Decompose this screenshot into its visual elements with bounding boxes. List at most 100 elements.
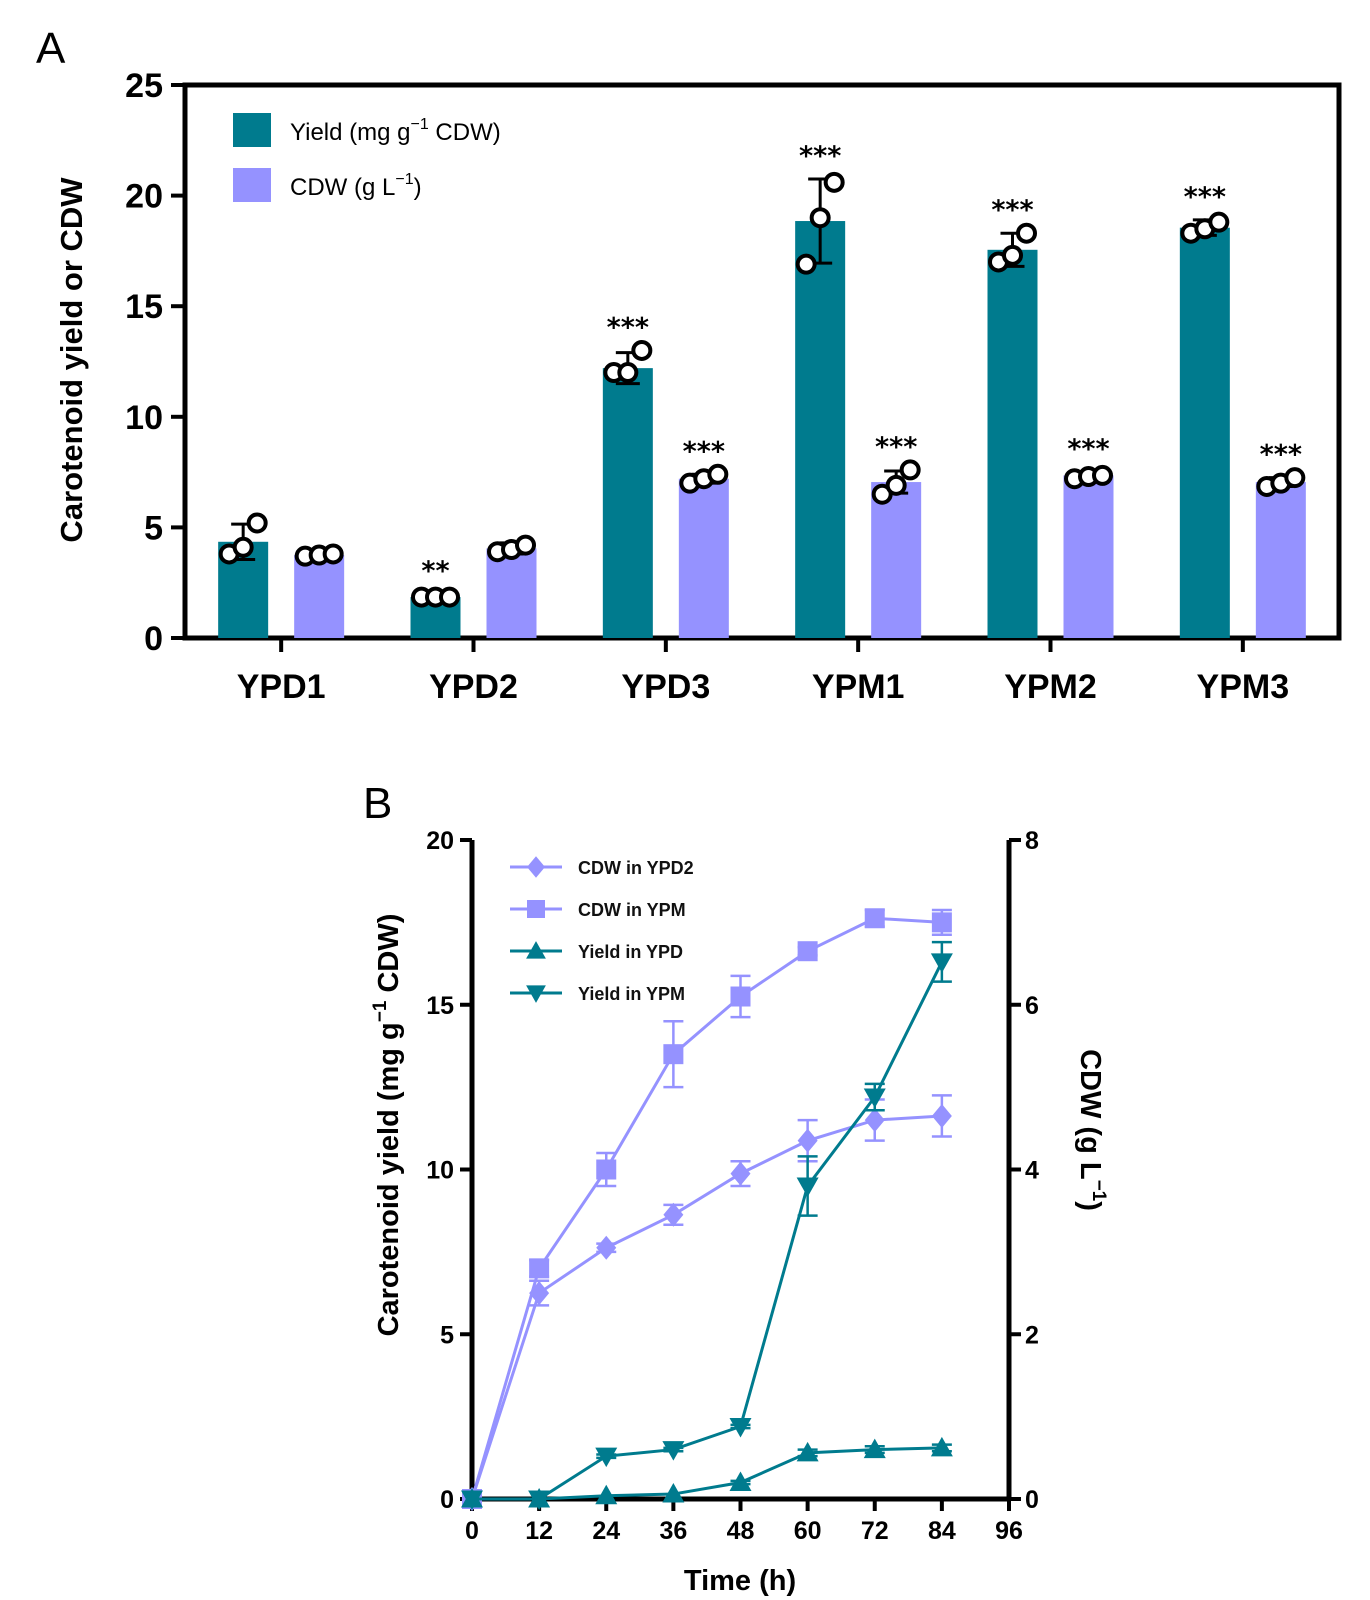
replicate-point — [707, 463, 729, 485]
y2-tick-label: 2 — [1025, 1321, 1039, 1349]
yield-bar — [795, 221, 846, 638]
legend-label-tail: ) — [414, 174, 422, 201]
x-tick-label: YPM3 — [1197, 668, 1290, 706]
significance-label: *** — [875, 432, 917, 463]
panel-b-y2-axis-title-tail: ) — [1074, 1201, 1106, 1211]
cdw-in-ypm-point — [529, 1258, 550, 1279]
yield-in-ypm-point — [796, 1177, 819, 1197]
x-tick-label: YPM1 — [812, 668, 905, 706]
panel-a-y-axis-title: Carotenoid yield or CDW — [54, 177, 89, 543]
y-tick-label: 5 — [440, 1321, 454, 1349]
yield-in-ypd-point — [796, 1441, 819, 1462]
y-tick-label: 0 — [440, 1486, 454, 1514]
replicate-point — [439, 586, 460, 608]
y2-tick-label: 8 — [1025, 827, 1039, 855]
panel-a-bars: ************************** — [218, 141, 1306, 638]
cdw-in-ypm-point — [931, 912, 952, 933]
replicate-point — [885, 474, 907, 496]
yield-in-ypm-point — [729, 1418, 752, 1438]
cdw-bar — [871, 482, 922, 638]
replicate-point — [1208, 211, 1230, 233]
legend-label: Yield (mg g−1 CDW) — [290, 116, 501, 146]
significance-label: *** — [991, 195, 1033, 226]
y2-tick-label: 4 — [1025, 1157, 1039, 1185]
x-tick-label: 36 — [659, 1517, 687, 1545]
panel-b-y2-axis-title-sup: −1 — [1088, 1180, 1109, 1202]
yield-in-ypd-point — [595, 1484, 618, 1505]
yield-in-ypd-point — [662, 1483, 685, 1503]
cdw-in-ypd2-point — [864, 1108, 885, 1133]
x-tick-label: 72 — [861, 1517, 889, 1545]
significance-label: *** — [1184, 182, 1226, 213]
x-tick-label: 60 — [794, 1517, 822, 1545]
cdw-in-ypm-point — [797, 941, 818, 962]
cdw-in-ypm-point — [730, 986, 751, 1007]
cdw-bar — [1063, 475, 1114, 638]
significance-label: *** — [607, 312, 649, 343]
x-tick-label: 96 — [995, 1517, 1023, 1545]
legend-marker — [526, 985, 546, 1003]
y-tick-label: 20 — [125, 178, 163, 216]
yield-in-ypm-point — [595, 1447, 618, 1468]
yield-in-ypd-point — [863, 1438, 886, 1459]
replicate-point — [1284, 467, 1306, 489]
x-tick-label: 48 — [727, 1517, 755, 1545]
y-tick-label: 5 — [144, 509, 163, 547]
y-tick-label: 15 — [426, 992, 454, 1020]
x-tick-label: 84 — [928, 1517, 956, 1545]
replicate-point — [809, 207, 831, 229]
panel-b-y-axis-title-main: Carotenoid yield (mg g — [373, 1022, 405, 1336]
panel-a-y-ticks: 0 5 10 15 20 25 — [125, 67, 185, 658]
replicate-point — [1002, 244, 1023, 266]
legend-label-main: Yield (mg g — [290, 119, 411, 146]
legend-label-sup: −1 — [411, 116, 429, 133]
legend-marker — [527, 900, 545, 918]
x-tick-label: YPD3 — [621, 668, 710, 706]
replicate-point — [899, 459, 921, 481]
x-tick-label: 24 — [592, 1517, 620, 1545]
y-tick-label: 10 — [125, 399, 163, 437]
yield-in-ypm-point — [528, 1490, 551, 1510]
significance-label: *** — [799, 141, 841, 172]
cdw-bar — [678, 478, 729, 638]
cdw-in-ypm-point — [663, 1044, 684, 1065]
x-tick-label: 12 — [525, 1517, 553, 1545]
significance-label: ** — [421, 556, 449, 587]
replicate-point — [631, 339, 653, 361]
cdw-in-ypd2-point — [663, 1202, 684, 1227]
x-tick-label: YPM2 — [1004, 668, 1097, 706]
panel-b-y-axis-title-tail: CDW) — [373, 914, 405, 1001]
cdw-in-ypm-point — [864, 908, 885, 929]
yield-bar — [1179, 227, 1230, 638]
x-tick-label: YPD1 — [237, 668, 326, 706]
yield-bar — [602, 368, 653, 638]
panel-b-series — [461, 908, 953, 1511]
panel-b-y2-axis-title: CDW (g L−1) — [1074, 1049, 1109, 1211]
panel-b-label: B — [363, 779, 392, 828]
legend-label: CDW in YPM — [578, 900, 686, 920]
panel-a-x-ticks: YPD1 YPD2 YPD3 YPM1 YPM2 YPM3 — [237, 638, 1289, 706]
cdw-in-ypd2-point — [730, 1161, 751, 1186]
yield-in-ypm-point — [461, 1490, 483, 1510]
replicate-point — [1092, 464, 1113, 486]
yield-in-ypd-point — [930, 1436, 953, 1457]
cdw-bar — [294, 555, 345, 638]
panel-b-y2-axis-title-main: CDW (g L — [1074, 1049, 1106, 1179]
yield-in-ypm-point — [662, 1441, 685, 1461]
panel-b-y-axis-title-sup: −1 — [370, 1000, 391, 1022]
legend-marker — [527, 856, 545, 878]
yield-in-ypm-point — [930, 953, 953, 973]
significance-label: *** — [683, 436, 725, 467]
significance-label: *** — [1067, 434, 1109, 465]
y2-tick-label: 6 — [1025, 992, 1039, 1020]
x-tick-label: YPD2 — [429, 668, 518, 706]
y-tick-label: 25 — [125, 67, 163, 105]
panel-b-y-axis-title: Carotenoid yield (mg g−1 CDW) — [370, 914, 405, 1337]
panel-b-x-axis-title: Time (h) — [684, 1565, 796, 1597]
yield-in-ypm-point — [863, 1088, 886, 1109]
cdw-in-ypm-point — [596, 1159, 617, 1180]
legend-marker — [526, 941, 546, 959]
legend-label-tail: CDW) — [429, 119, 501, 146]
y-tick-label: 15 — [125, 288, 163, 326]
